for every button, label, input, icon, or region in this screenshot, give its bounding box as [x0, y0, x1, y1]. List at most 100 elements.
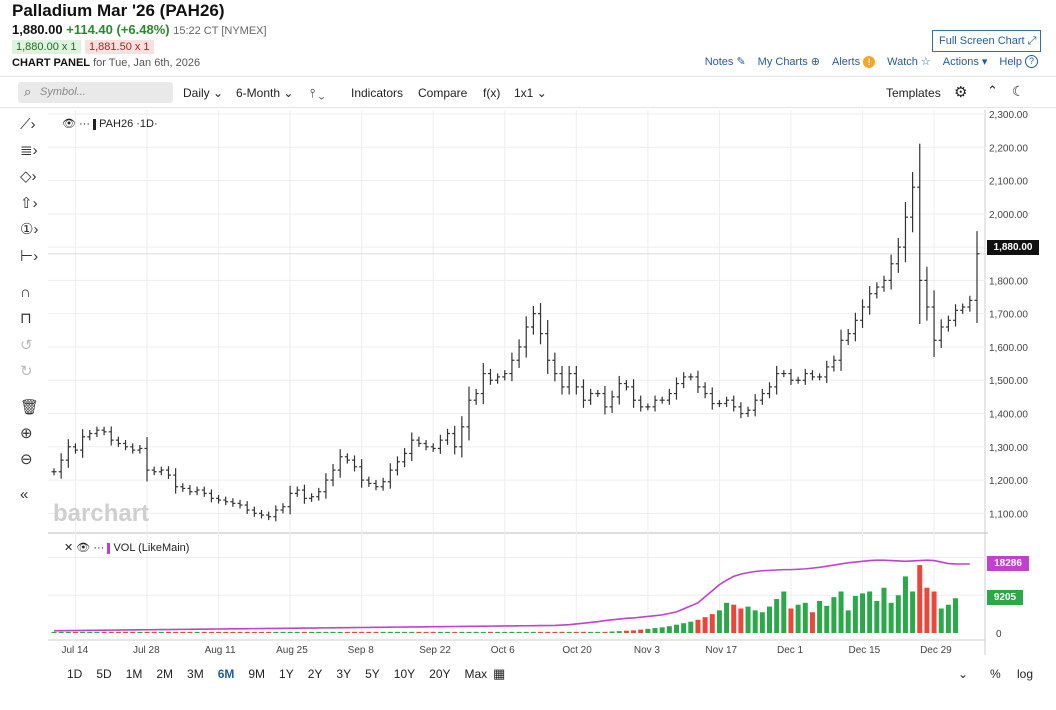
range-button-3y[interactable]: 3Y [336, 667, 352, 681]
templates-button[interactable]: Templates [886, 86, 941, 100]
percent-scale-toggle[interactable]: % [990, 667, 1001, 681]
symbol-search-input[interactable]: ⌕ Symbol... [18, 82, 173, 103]
ohlc-bar [216, 494, 222, 504]
volume-bar [459, 631, 465, 633]
volume-bar [953, 598, 959, 633]
volume-bar [552, 631, 558, 633]
ohlc-bar [759, 388, 765, 405]
volume-bar [373, 631, 379, 633]
ohlc-bar [330, 463, 336, 487]
volume-bar [445, 631, 451, 633]
compare-button[interactable]: Compare [418, 86, 468, 100]
eye-icon[interactable]: 👁 [76, 542, 91, 554]
fib-tool-icon[interactable]: ≣› [20, 142, 38, 159]
close-icon[interactable]: ✕ [64, 542, 74, 554]
trash-icon[interactable]: 🗑 [20, 399, 40, 416]
x-tick-label: Nov 17 [705, 645, 737, 656]
symbol-placeholder: Symbol... [40, 86, 86, 98]
ohlc-bar [187, 484, 193, 496]
range-button-2m[interactable]: 2M [156, 667, 174, 681]
range-button-3m[interactable]: 3M [187, 667, 204, 681]
range-button-max[interactable]: Max [464, 667, 488, 681]
range-button-9m[interactable]: 9M [248, 667, 266, 681]
range-button-5d[interactable]: 5D [96, 667, 112, 681]
ohlc-bar [223, 496, 229, 506]
volume-bar [151, 631, 157, 633]
undo-icon[interactable]: ↺ [20, 337, 33, 354]
range-button-20y[interactable]: 20Y [429, 667, 451, 681]
volume-bar [244, 631, 250, 633]
range-button-6m[interactable]: 6M [217, 667, 235, 681]
period-select[interactable]: Daily ⌄ [183, 86, 223, 100]
range-button-1y[interactable]: 1Y [279, 667, 294, 681]
x-tick-label: Aug 11 [205, 645, 236, 656]
volume-bar [910, 591, 916, 633]
range-button-1d[interactable]: 1D [67, 667, 83, 681]
settings-icon[interactable]: ⚙ [954, 84, 968, 101]
line-tool-icon[interactable]: ⟋› [20, 116, 36, 133]
log-scale-toggle[interactable]: log [1017, 667, 1034, 681]
annotation-tool-icon[interactable]: ①› [20, 221, 39, 238]
range-button-5y[interactable]: 5Y [365, 667, 380, 681]
more-icon[interactable]: ··· [93, 542, 105, 554]
volume-bar [58, 631, 64, 633]
volume-bar [223, 631, 229, 633]
shape-tool-icon[interactable]: ◇› [20, 168, 37, 185]
range-button-10y[interactable]: 10Y [393, 667, 416, 681]
fx-button[interactable]: f(x) [483, 86, 501, 100]
x-tick-label: Dec 29 [920, 645, 952, 656]
ohlc-bar [137, 445, 143, 454]
collapse-left-icon[interactable]: « [20, 486, 29, 503]
watch-link[interactable]: Watch ☆ [887, 55, 931, 69]
unlock-icon[interactable]: ⊓ [20, 310, 32, 327]
bar-type-select[interactable]: ⫯ ⌄ [310, 86, 324, 101]
notes-link[interactable]: Notes ✎ [705, 55, 746, 69]
x-tick-label: Jul 14 [61, 645, 88, 656]
collapse-up-icon[interactable]: ⌃ [987, 83, 998, 98]
main-legend: 👁 ··· PAH26 ·1D· [62, 117, 158, 130]
help-link[interactable]: Help? [999, 55, 1038, 68]
layout-select[interactable]: 1x1 ⌄ [514, 86, 547, 100]
eye-icon[interactable]: 👁 [62, 118, 76, 130]
range-select[interactable]: 6-Month ⌄ [236, 86, 293, 100]
ohlc-bar [538, 303, 544, 345]
volume-bar [688, 621, 694, 633]
x-tick-label: Sep 8 [348, 645, 375, 656]
redo-icon[interactable]: ↻ [20, 363, 33, 380]
ohlc-bar [895, 237, 901, 273]
vol-legend-label: VOL (LikeMain) [113, 542, 190, 554]
full-screen-button[interactable]: Full Screen Chart ⤢ [932, 30, 1041, 52]
measure-tool-icon[interactable]: ⊢› [20, 248, 39, 265]
indicators-button[interactable]: Indicators [351, 86, 404, 100]
ohlc-bar [80, 429, 86, 458]
price-chart-svg[interactable]: 2,300.002,200.002,100.002,000.001,900.00… [48, 110, 1056, 665]
volume-bar [123, 631, 129, 633]
zoom-out-icon[interactable]: ⊖ [20, 451, 33, 468]
ohlc-bar [645, 403, 651, 411]
arrow-tool-icon[interactable]: ⇧› [20, 195, 38, 212]
calendar-icon[interactable]: ▦ [493, 666, 506, 681]
magnet-icon[interactable]: ∩ [20, 284, 31, 301]
ohlc-bar [344, 453, 350, 464]
ohlc-bar [280, 503, 286, 514]
chart-area[interactable]: 2,300.002,200.002,100.002,000.001,900.00… [48, 110, 1056, 665]
zoom-in-icon[interactable]: ⊕ [20, 425, 33, 442]
ohlc-bar [466, 386, 472, 441]
volume-bar [695, 619, 701, 633]
more-icon[interactable]: ··· [79, 118, 91, 130]
ohlc-bar [65, 439, 71, 468]
ohlc-bar [158, 466, 164, 476]
volume-bar [402, 631, 408, 633]
ohlc-bar [974, 231, 980, 323]
volume-bar [330, 631, 336, 633]
ohlc-bar [788, 368, 794, 385]
dark-mode-icon[interactable]: ☾ [1012, 83, 1025, 99]
volume-bar [280, 631, 286, 633]
range-button-1m[interactable]: 1M [125, 667, 143, 681]
collapse-down-icon[interactable]: ⌄ [958, 667, 969, 681]
my-charts-link[interactable]: My Charts ⊕ [758, 55, 820, 69]
volume-bar [659, 627, 665, 633]
actions-menu[interactable]: Actions ▾ [943, 55, 988, 69]
range-button-2y[interactable]: 2Y [307, 667, 323, 681]
alerts-link[interactable]: Alerts! [832, 55, 876, 68]
